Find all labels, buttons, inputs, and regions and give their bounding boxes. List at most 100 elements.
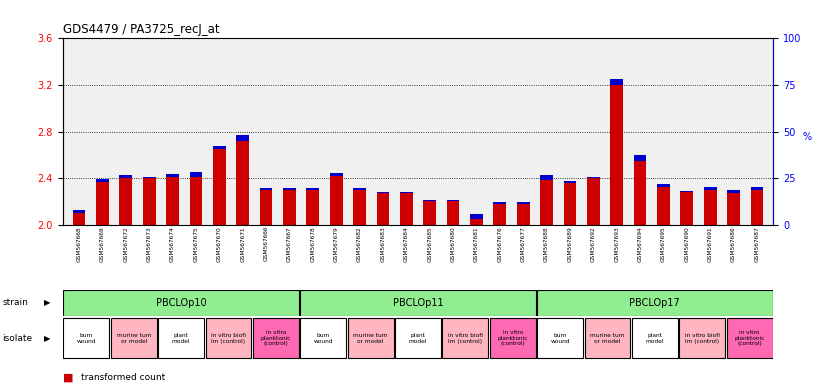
Bar — [680, 318, 725, 358]
Bar — [306, 188, 319, 190]
Bar — [111, 318, 156, 358]
Bar — [446, 200, 460, 201]
Text: GSM567690: GSM567690 — [685, 226, 690, 262]
Text: GSM567682: GSM567682 — [357, 226, 362, 262]
Text: GSM567688: GSM567688 — [544, 226, 549, 262]
Bar — [442, 318, 488, 358]
Text: strain: strain — [3, 298, 28, 308]
Text: murine tum
or model: murine tum or model — [116, 333, 151, 344]
Bar — [490, 318, 536, 358]
Text: burn
wound: burn wound — [550, 333, 570, 344]
Bar — [120, 175, 132, 178]
Bar — [353, 188, 366, 190]
Bar — [96, 182, 109, 225]
Bar — [493, 204, 507, 225]
Bar — [306, 190, 319, 225]
Bar — [634, 155, 646, 161]
Text: GSM567693: GSM567693 — [614, 226, 619, 262]
Bar — [376, 193, 390, 225]
Bar — [158, 318, 204, 358]
Text: burn
wound: burn wound — [77, 333, 96, 344]
Bar — [190, 172, 202, 177]
Text: GSM567683: GSM567683 — [380, 226, 385, 262]
Text: GSM567680: GSM567680 — [451, 226, 456, 262]
Bar — [587, 178, 599, 225]
Text: in vitro biofi
lm (control): in vitro biofi lm (control) — [685, 333, 720, 344]
Bar — [657, 184, 670, 187]
Bar — [632, 318, 678, 358]
Bar — [610, 85, 623, 225]
Bar — [353, 190, 366, 225]
Bar — [143, 177, 155, 178]
Text: GSM567667: GSM567667 — [287, 226, 292, 262]
Text: in vitro biofi
lm (control): in vitro biofi lm (control) — [448, 333, 483, 344]
Bar — [538, 290, 772, 316]
Text: GSM567672: GSM567672 — [124, 226, 128, 262]
Bar — [237, 135, 249, 141]
Bar — [73, 213, 85, 225]
Bar — [423, 201, 436, 225]
Bar — [237, 141, 249, 225]
Bar — [283, 190, 296, 225]
Bar — [540, 175, 553, 180]
Bar — [681, 190, 693, 192]
Text: GSM567678: GSM567678 — [310, 226, 315, 262]
Bar — [253, 318, 298, 358]
Text: GSM567670: GSM567670 — [217, 226, 222, 262]
Bar — [64, 318, 110, 358]
Text: GSM567677: GSM567677 — [521, 226, 526, 262]
Text: isolate: isolate — [3, 334, 33, 343]
Text: GDS4479 / PA3725_recJ_at: GDS4479 / PA3725_recJ_at — [63, 23, 219, 36]
Text: GSM567669: GSM567669 — [100, 226, 105, 262]
Bar — [400, 193, 413, 225]
Text: in vitro
planktonic
(control): in vitro planktonic (control) — [497, 330, 528, 346]
Text: PBCLOp11: PBCLOp11 — [393, 298, 443, 308]
Text: GSM567674: GSM567674 — [170, 226, 175, 262]
Bar — [726, 318, 772, 358]
Bar — [657, 187, 670, 225]
Text: GSM567692: GSM567692 — [591, 226, 596, 262]
Bar — [190, 177, 202, 225]
Bar — [329, 173, 343, 176]
Text: GSM567695: GSM567695 — [661, 226, 666, 262]
Text: PBCLOp17: PBCLOp17 — [630, 298, 681, 308]
Bar — [348, 318, 394, 358]
Bar — [260, 190, 273, 225]
Bar — [376, 192, 390, 193]
Bar — [634, 161, 646, 225]
Text: ▶: ▶ — [43, 298, 50, 308]
Text: GSM567686: GSM567686 — [731, 226, 736, 262]
Bar — [727, 193, 740, 225]
Text: GSM567671: GSM567671 — [240, 226, 245, 262]
Text: transformed count: transformed count — [81, 373, 166, 382]
Bar — [587, 177, 599, 178]
Bar — [283, 188, 296, 190]
Text: in vitro biofi
lm (control): in vitro biofi lm (control) — [211, 333, 246, 344]
Bar — [166, 174, 179, 177]
Bar — [423, 200, 436, 201]
Bar — [751, 187, 763, 190]
Bar — [540, 180, 553, 225]
Bar — [470, 219, 483, 225]
Bar — [563, 183, 576, 225]
Text: GSM567676: GSM567676 — [497, 226, 502, 262]
Text: GSM567689: GSM567689 — [568, 226, 573, 262]
Text: plant
model: plant model — [172, 333, 191, 344]
Bar — [300, 318, 346, 358]
Bar — [727, 190, 740, 193]
Text: in vitro
planktonic
(control): in vitro planktonic (control) — [734, 330, 765, 346]
Bar — [96, 179, 109, 182]
Bar — [517, 202, 530, 204]
Bar — [563, 181, 576, 183]
Text: GSM567673: GSM567673 — [146, 226, 151, 262]
Bar — [73, 210, 85, 213]
Bar — [400, 192, 413, 193]
Bar — [64, 290, 298, 316]
Bar — [329, 176, 343, 225]
Text: plant
model: plant model — [645, 333, 664, 344]
Bar — [470, 214, 483, 219]
Bar — [493, 202, 507, 204]
Bar — [395, 318, 441, 358]
Bar — [610, 79, 623, 85]
Text: murine tum
or model: murine tum or model — [354, 333, 388, 344]
